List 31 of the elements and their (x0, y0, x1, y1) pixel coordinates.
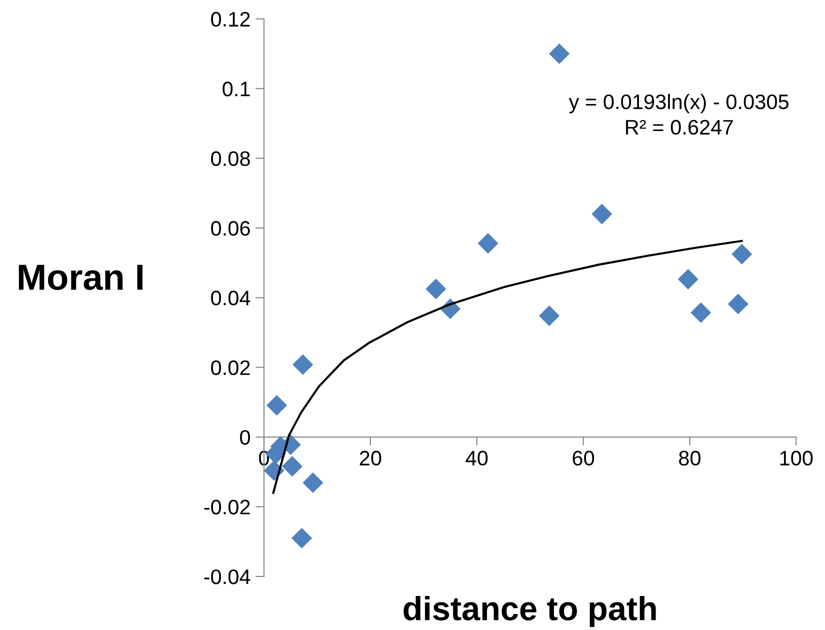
y-tick-label: 0.12 (211, 12, 250, 27)
x-tick-label: 40 (466, 450, 488, 466)
point (266, 395, 288, 416)
point (426, 278, 446, 300)
y-tick-label: 0.08 (211, 151, 250, 166)
x-axis-title: distance to path (404, 596, 656, 628)
annotation: y = 0.0193ln(x) - 0.0305 R² = 0.6247 (568, 94, 789, 135)
y-tick-label: 0.02 (211, 360, 250, 376)
point (728, 294, 748, 314)
y-tick-label: -0.02 (204, 500, 250, 515)
point (678, 268, 698, 290)
y-axis-title: Moran I (18, 264, 142, 290)
x-tick-label: 60 (572, 450, 594, 466)
point (690, 302, 712, 323)
point (592, 204, 612, 224)
y-tick-label: 0 (240, 430, 250, 445)
point (291, 528, 312, 548)
x-tick-label: 100 (780, 450, 813, 466)
point (282, 456, 303, 477)
x-tick-label: 20 (360, 450, 382, 466)
x-tick-label: 80 (679, 450, 700, 466)
y-tick-label: -0.04 (204, 569, 250, 584)
point (732, 244, 752, 264)
y-tick-label: 0.04 (211, 290, 250, 306)
point (292, 354, 314, 375)
point (538, 305, 560, 326)
y-tick-label: 0.06 (211, 220, 250, 236)
point (302, 472, 324, 494)
point (549, 43, 570, 64)
y-tick-label: 0.1 (222, 82, 250, 96)
point (478, 233, 498, 254)
